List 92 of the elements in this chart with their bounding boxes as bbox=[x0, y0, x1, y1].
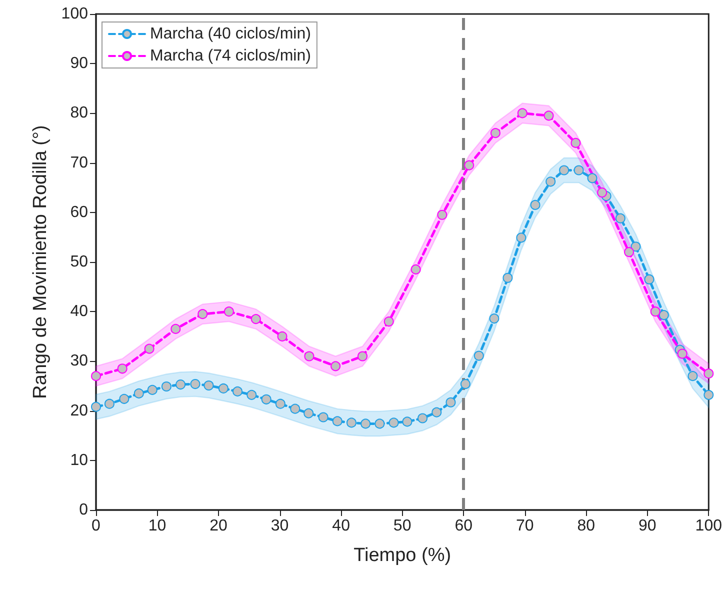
point bbox=[318, 412, 328, 422]
y-tick-label: 90 bbox=[70, 55, 88, 72]
point bbox=[489, 314, 500, 324]
y-tick-label: 40 bbox=[70, 303, 88, 320]
point bbox=[410, 264, 421, 274]
x-tick-label: 100 bbox=[695, 518, 722, 534]
point bbox=[374, 418, 385, 429]
x-tick-label: 40 bbox=[332, 518, 350, 534]
point bbox=[277, 331, 288, 342]
point bbox=[474, 350, 484, 361]
x-tick-label: 0 bbox=[92, 518, 101, 534]
point bbox=[418, 413, 428, 424]
y-tick-label: 30 bbox=[70, 352, 88, 370]
point bbox=[117, 364, 128, 374]
point bbox=[190, 379, 200, 390]
y-tick-label: 10 bbox=[70, 452, 88, 469]
point bbox=[574, 165, 584, 176]
y-tick-label: 0 bbox=[79, 502, 88, 518]
point bbox=[437, 210, 448, 220]
point bbox=[290, 404, 300, 414]
point bbox=[119, 394, 130, 404]
point bbox=[330, 361, 341, 372]
point bbox=[688, 371, 698, 382]
y-tick-label: 100 bbox=[61, 6, 88, 22]
point bbox=[517, 108, 528, 118]
x-tick-label: 10 bbox=[148, 518, 166, 534]
point bbox=[176, 380, 186, 390]
point bbox=[198, 309, 208, 320]
x-tick-label: 90 bbox=[638, 518, 656, 534]
point bbox=[232, 386, 243, 396]
point bbox=[224, 306, 234, 317]
point bbox=[304, 408, 314, 418]
point bbox=[134, 388, 144, 398]
point bbox=[250, 314, 261, 324]
y-tick-label: 80 bbox=[70, 104, 88, 122]
point bbox=[704, 368, 714, 379]
point bbox=[332, 416, 342, 426]
y-tick-label: 20 bbox=[70, 402, 88, 420]
x-tick-label: 80 bbox=[577, 518, 596, 534]
point bbox=[147, 384, 158, 395]
point bbox=[650, 306, 660, 317]
point bbox=[104, 398, 114, 409]
point bbox=[346, 418, 356, 428]
point bbox=[516, 232, 526, 243]
point bbox=[161, 382, 172, 392]
point bbox=[218, 383, 228, 394]
legend-label: Marcha (74 ciclos/min) bbox=[150, 48, 311, 64]
y-tick-label: 70 bbox=[70, 154, 88, 172]
point bbox=[91, 402, 101, 412]
point bbox=[275, 398, 286, 409]
point bbox=[384, 316, 394, 327]
point bbox=[587, 173, 598, 184]
x-tick-label: 60 bbox=[454, 518, 473, 534]
point bbox=[502, 272, 513, 283]
point bbox=[530, 200, 540, 210]
y-tick-label: 60 bbox=[70, 204, 88, 221]
legend-label: Marcha (40 ciclos/min) bbox=[150, 26, 311, 42]
point bbox=[677, 348, 688, 359]
point bbox=[144, 344, 154, 354]
point bbox=[546, 176, 556, 187]
point bbox=[246, 390, 257, 400]
point bbox=[432, 407, 442, 418]
point bbox=[658, 310, 669, 320]
point bbox=[360, 418, 371, 429]
point bbox=[170, 324, 181, 334]
x-tick-label: 20 bbox=[210, 518, 228, 534]
point bbox=[446, 397, 456, 408]
point bbox=[570, 138, 581, 148]
point bbox=[644, 274, 654, 284]
point bbox=[460, 379, 470, 390]
x-tick-label: 30 bbox=[270, 518, 289, 534]
point bbox=[261, 394, 272, 404]
y-tick-label: 50 bbox=[70, 254, 88, 270]
point bbox=[615, 213, 626, 224]
point bbox=[402, 416, 412, 427]
x-tick-label: 70 bbox=[516, 518, 534, 534]
point bbox=[358, 351, 368, 362]
point bbox=[630, 242, 641, 252]
point bbox=[544, 110, 554, 121]
point bbox=[304, 351, 314, 362]
point bbox=[704, 390, 714, 400]
x-axis-title: Tiempo (%) bbox=[354, 545, 452, 566]
point bbox=[388, 418, 399, 428]
point bbox=[490, 128, 500, 138]
point bbox=[91, 371, 101, 382]
point bbox=[464, 160, 474, 170]
point bbox=[204, 380, 214, 390]
point bbox=[624, 247, 634, 258]
point bbox=[559, 165, 570, 176]
y-axis-title: Rango de Movimiento Rodilla (°) bbox=[30, 125, 51, 399]
point bbox=[597, 188, 608, 198]
x-tick-label: 50 bbox=[393, 518, 412, 534]
